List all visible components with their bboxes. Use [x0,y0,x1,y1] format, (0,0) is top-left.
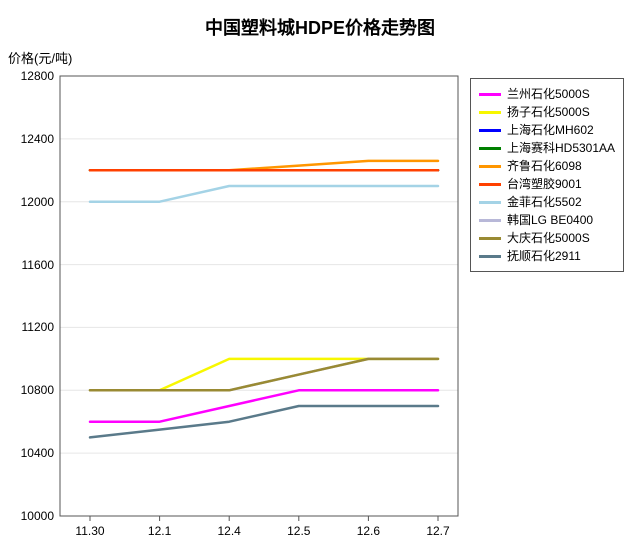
legend-swatch [479,93,501,96]
x-tick-label: 12.5 [279,524,319,538]
legend-label: 抚顺石化2911 [507,247,581,265]
legend-swatch [479,255,501,258]
legend-label: 齐鲁石化6098 [507,157,582,175]
legend-item: 抚顺石化2911 [479,247,615,265]
series-6 [90,186,438,202]
x-tick-label: 12.6 [348,524,388,538]
legend-item: 上海石化MH602 [479,121,615,139]
legend-swatch [479,129,501,132]
legend-label: 大庆石化5000S [507,229,590,247]
x-tick-label: 12.1 [140,524,180,538]
legend: 兰州石化5000S扬子石化5000S上海石化MH602上海赛科HD5301AA齐… [470,78,624,272]
legend-item: 兰州石化5000S [479,85,615,103]
legend-swatch [479,201,501,204]
legend-item: 金菲石化5502 [479,193,615,211]
y-tick-label: 12400 [8,132,54,146]
legend-swatch [479,165,501,168]
legend-item: 齐鲁石化6098 [479,157,615,175]
y-tick-label: 11200 [8,320,54,334]
legend-label: 上海赛科HD5301AA [507,139,615,157]
y-tick-label: 10800 [8,383,54,397]
legend-swatch [479,111,501,114]
series-8 [90,359,438,390]
legend-swatch [479,219,501,222]
series-1 [90,359,438,390]
y-tick-label: 11600 [8,258,54,272]
legend-label: 上海石化MH602 [507,121,594,139]
series-4 [90,161,438,170]
x-tick-label: 12.7 [418,524,458,538]
series-7 [90,359,438,390]
x-tick-label: 11.30 [70,524,110,538]
legend-swatch [479,237,501,240]
y-tick-label: 10400 [8,446,54,460]
legend-label: 韩国LG BE0400 [507,211,593,229]
legend-item: 扬子石化5000S [479,103,615,121]
x-tick-label: 12.4 [209,524,249,538]
legend-label: 台湾塑胶9001 [507,175,582,193]
legend-label: 兰州石化5000S [507,85,590,103]
legend-swatch [479,183,501,186]
legend-item: 上海赛科HD5301AA [479,139,615,157]
legend-label: 扬子石化5000S [507,103,590,121]
legend-item: 台湾塑胶9001 [479,175,615,193]
legend-swatch [479,147,501,150]
y-tick-label: 10000 [8,509,54,523]
legend-item: 韩国LG BE0400 [479,211,615,229]
legend-item: 大庆石化5000S [479,229,615,247]
y-tick-label: 12000 [8,195,54,209]
y-tick-label: 12800 [8,69,54,83]
legend-label: 金菲石化5502 [507,193,582,211]
